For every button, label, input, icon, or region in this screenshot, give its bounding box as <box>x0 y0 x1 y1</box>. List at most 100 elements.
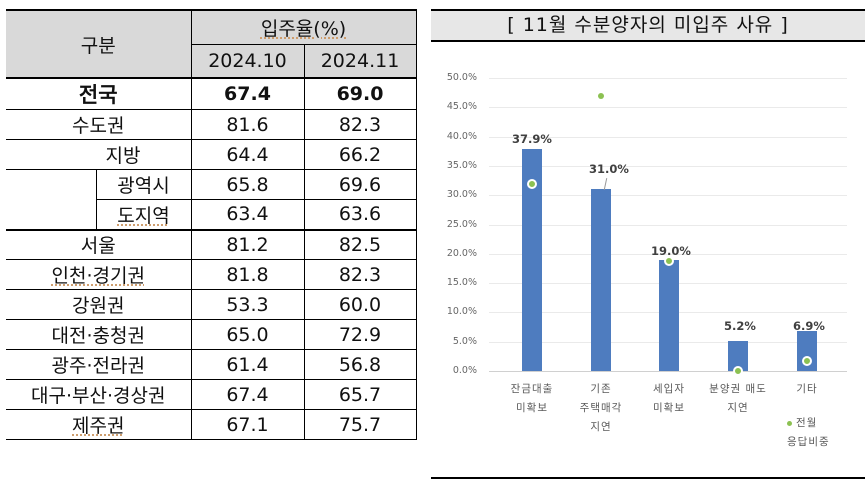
prev-month-marker <box>598 93 604 99</box>
row-value-oct: 63.4 <box>190 199 305 231</box>
header-category: 구분 <box>6 9 192 79</box>
row-value-nov: 56.8 <box>303 349 417 380</box>
header-occupancy-rate: 입주율(%) <box>190 9 417 45</box>
row-value-nov: 75.7 <box>303 409 417 440</box>
row-label: 서울 <box>6 229 192 260</box>
row-value-oct: 67.4 <box>190 379 305 410</box>
table-row: 전국 67.4 69.0 <box>6 77 417 110</box>
y-tick: 45.0% <box>446 101 477 113</box>
legend-dot-icon <box>787 420 792 426</box>
row-label: 광역시 <box>95 169 192 200</box>
row-value-oct: 81.8 <box>190 259 305 290</box>
row-value-oct: 81.6 <box>190 109 305 140</box>
table-row: 제주권 67.1 75.7 <box>6 409 417 440</box>
y-tick: 25.0% <box>446 218 477 230</box>
value-label: 5.2% <box>724 319 756 333</box>
row-label: 광주·전라권 <box>6 349 192 380</box>
row-label: 대전·충청권 <box>6 319 192 350</box>
header-period-2: 2024.11 <box>303 43 417 79</box>
table-row: 수도권 81.6 82.3 <box>6 109 417 140</box>
table-row: 광역시 65.8 69.6 <box>6 169 417 231</box>
bar-loan <box>522 149 542 371</box>
prev-month-marker <box>802 356 812 366</box>
gridline <box>489 136 847 138</box>
row-value-oct: 64.4 <box>190 139 305 170</box>
row-value-nov: 60.0 <box>303 289 417 320</box>
bar-home-sale <box>591 189 611 371</box>
row-value-nov: 69.0 <box>303 77 417 110</box>
row-value-oct: 67.4 <box>190 77 305 110</box>
x-label: 분양권 매도 지연 <box>709 383 767 414</box>
row-value-nov: 63.6 <box>303 199 417 231</box>
table-row: 강원권 53.3 60.0 <box>6 289 417 320</box>
legend: 전월 응답비중 <box>787 414 830 452</box>
gridline <box>489 107 847 109</box>
row-value-nov: 66.2 <box>303 139 417 170</box>
row-value-oct: 61.4 <box>190 349 305 380</box>
gridline <box>489 78 847 79</box>
y-tick: 0.0% <box>452 365 477 376</box>
value-label: 37.9% <box>512 132 552 146</box>
row-value-nov: 82.3 <box>303 109 417 140</box>
non-occupancy-reasons-chart: [ 11월 수분양자의 미입주 사유 ] 50.0% 45.0% 40.0% 3… <box>431 9 865 479</box>
bar-presale-right <box>728 341 748 371</box>
row-value-nov: 65.7 <box>303 379 417 410</box>
occupancy-rate-table: 구분 입주율(%) 2024.10 2024.11 전국 67.4 69.0 수… <box>6 9 417 440</box>
table-row: 대전·충청권 65.0 72.9 <box>6 319 417 350</box>
prev-month-marker <box>527 179 537 189</box>
chart-title: [ 11월 수분양자의 미입주 사유 ] <box>431 9 865 42</box>
row-label: 수도권 <box>6 109 192 140</box>
gridline <box>489 165 847 167</box>
x-label: 세입자 미확보 <box>653 383 685 414</box>
legend-entry-prev-month: 전월 <box>787 414 830 433</box>
prev-month-marker <box>733 366 743 376</box>
y-tick: 20.0% <box>446 247 477 259</box>
row-value-nov: 82.3 <box>303 259 417 290</box>
gridline <box>489 195 847 197</box>
table-row: 광주·전라권 61.4 56.8 <box>6 349 417 380</box>
row-value-oct: 65.8 <box>190 169 305 200</box>
row-label: 제주권 <box>6 409 192 440</box>
value-label: 6.9% <box>793 319 825 333</box>
table-row: 서울 81.2 82.5 <box>6 229 417 260</box>
x-axis-line <box>489 371 847 372</box>
row-label: 지방 <box>6 139 192 170</box>
bar-tenant <box>659 260 679 371</box>
y-tick: 35.0% <box>446 159 477 171</box>
row-value-oct: 81.2 <box>190 229 305 260</box>
x-label: 기타 <box>796 383 818 395</box>
row-value-oct: 53.3 <box>190 289 305 320</box>
legend-label-line2: 응답비중 <box>787 436 830 448</box>
y-tick: 15.0% <box>446 277 477 289</box>
row-value-nov: 69.6 <box>303 169 417 200</box>
indent-spacer <box>6 169 97 231</box>
table-row: 대구·부산·경상권 67.4 65.7 <box>6 379 417 410</box>
y-tick: 10.0% <box>446 306 477 318</box>
x-label: 기존 주택매각 지연 <box>579 383 623 433</box>
row-value-oct: 67.1 <box>190 409 305 440</box>
x-label: 잔금대출 미확보 <box>510 383 554 414</box>
row-value-nov: 72.9 <box>303 319 417 350</box>
table-row: 지방 64.4 66.2 <box>6 139 417 170</box>
y-tick: 30.0% <box>446 189 477 201</box>
header-period-1: 2024.10 <box>190 43 305 79</box>
value-label: 31.0% <box>589 162 629 176</box>
y-tick: 50.0% <box>446 72 477 83</box>
table-row: 인천·경기권 81.8 82.3 <box>6 259 417 290</box>
gridline <box>489 253 847 255</box>
prev-month-marker <box>664 256 674 266</box>
row-label: 도지역 <box>95 199 192 231</box>
gridline <box>489 224 847 226</box>
row-label: 강원권 <box>6 289 192 320</box>
row-value-nov: 82.5 <box>303 229 417 260</box>
y-tick: 5.0% <box>452 335 477 347</box>
table-row: 도지역 63.4 63.6 <box>6 199 417 231</box>
row-label: 인천·경기권 <box>6 259 192 290</box>
y-tick: 40.0% <box>446 130 477 142</box>
row-label: 대구·부산·경상권 <box>6 379 192 410</box>
row-value-oct: 65.0 <box>190 319 305 350</box>
row-label: 전국 <box>6 77 192 110</box>
chart-bottom-border <box>431 477 865 479</box>
value-label: 19.0% <box>651 244 691 258</box>
plot-area: 50.0% 45.0% 40.0% 35.0% 30.0% 25.0% 20.0… <box>447 72 847 433</box>
